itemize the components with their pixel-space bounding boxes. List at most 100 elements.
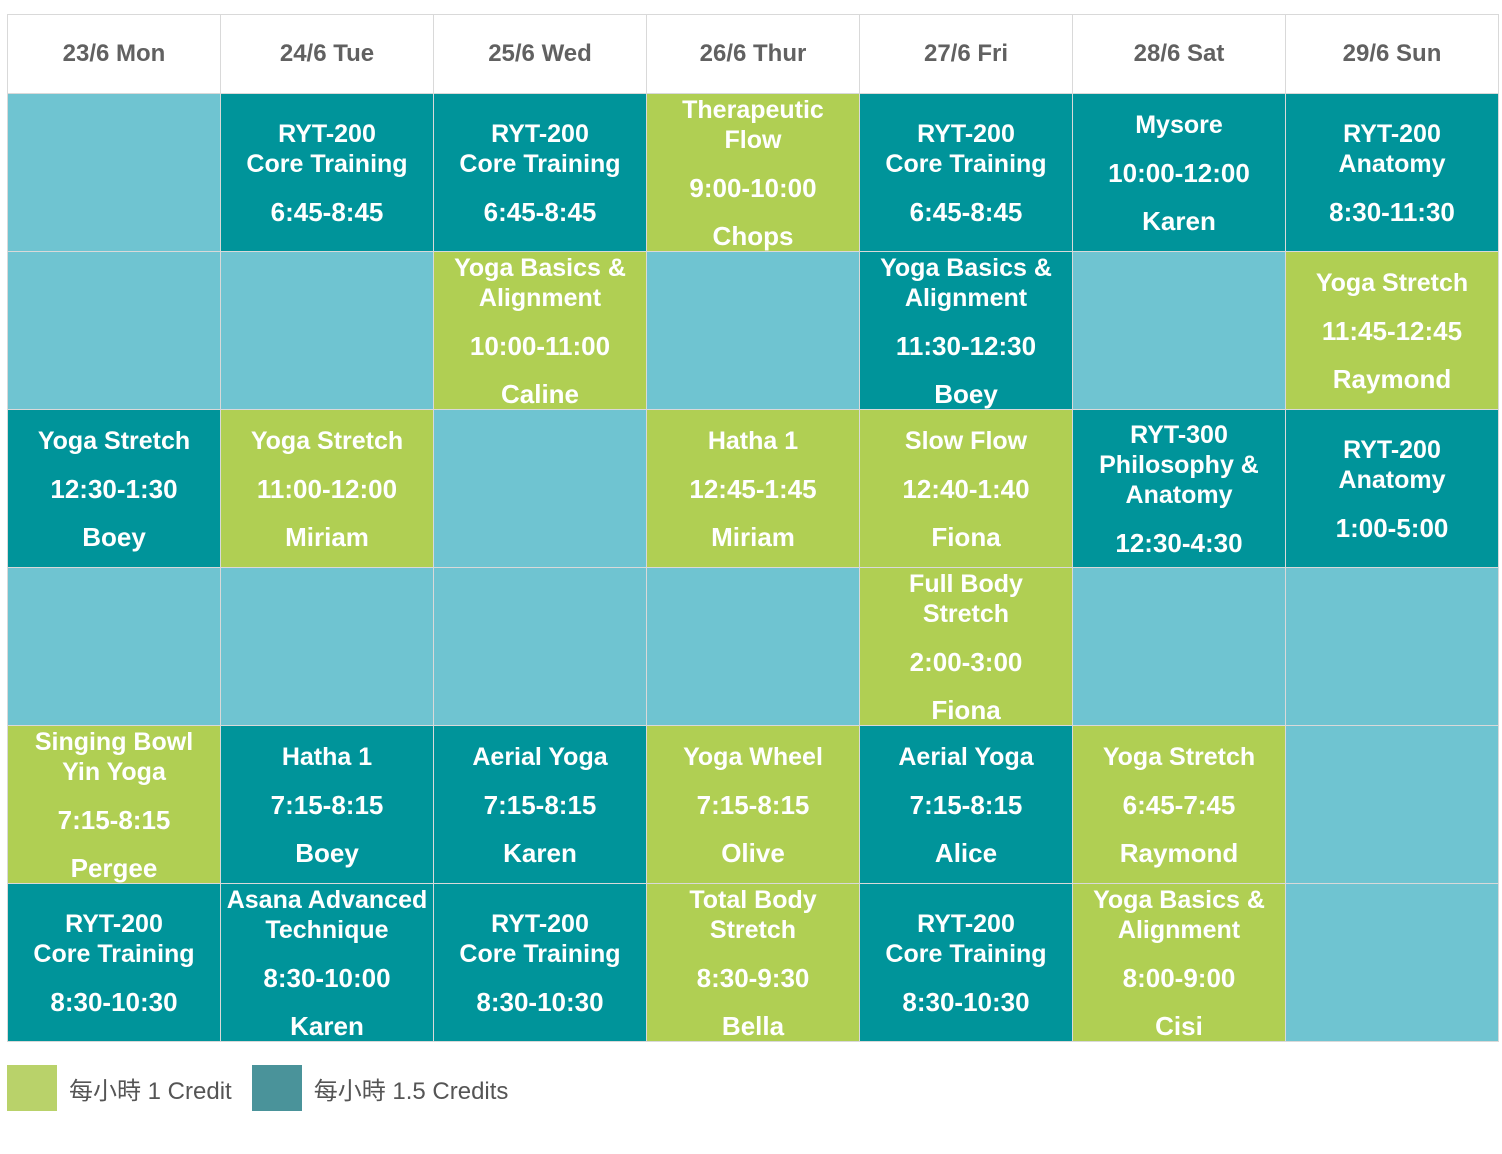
class-time: 7:15-8:15 bbox=[57, 804, 171, 835]
class-time: 6:45-7:45 bbox=[1122, 789, 1236, 820]
class-cell[interactable]: Yoga Stretch 12:30-1:30 Boey bbox=[7, 409, 221, 568]
class-time: 7:15-8:15 bbox=[483, 789, 597, 820]
class-cell[interactable]: Full Body Stretch 2:00-3:00 Fiona bbox=[859, 567, 1073, 726]
class-cell[interactable]: Total Body Stretch 8:30-9:30 Bella bbox=[646, 883, 860, 1042]
class-cell[interactable]: Yoga Stretch 11:45-12:45 Raymond bbox=[1285, 251, 1499, 410]
class-title: RYT-200 Anatomy bbox=[1338, 435, 1446, 494]
class-teacher: Raymond bbox=[1332, 363, 1452, 394]
class-time: 11:45-12:45 bbox=[1321, 315, 1463, 346]
class-teacher: Olive bbox=[721, 837, 785, 868]
class-title: Therapeutic Flow bbox=[682, 95, 824, 154]
class-title: RYT-200 Core Training bbox=[459, 909, 621, 968]
class-time: 8:30-11:30 bbox=[1329, 196, 1455, 227]
class-teacher: Miriam bbox=[285, 521, 369, 552]
class-cell[interactable]: RYT-200 Core Training 6:45-8:45 bbox=[220, 93, 434, 252]
class-title: RYT-200 Anatomy bbox=[1338, 119, 1446, 178]
empty-slot bbox=[1285, 883, 1499, 1042]
empty-slot bbox=[1285, 567, 1499, 726]
class-title: Mysore bbox=[1135, 110, 1223, 139]
class-title: RYT-200 Core Training bbox=[885, 909, 1047, 968]
class-teacher: Raymond bbox=[1119, 837, 1239, 868]
class-time: 8:30-10:00 bbox=[263, 962, 391, 993]
class-time: 11:30-12:30 bbox=[895, 330, 1037, 361]
class-teacher: Boey bbox=[82, 521, 146, 552]
legend-swatch bbox=[7, 1065, 57, 1111]
legend-swatch bbox=[251, 1065, 302, 1111]
class-title: Yoga Basics & Alignment bbox=[1093, 885, 1265, 944]
class-teacher: Boey bbox=[934, 378, 998, 409]
class-teacher: Alice bbox=[934, 837, 998, 868]
class-cell[interactable]: Yoga Basics & Alignment 11:30-12:30 Boey bbox=[859, 251, 1073, 410]
class-title: RYT-200 Core Training bbox=[459, 119, 621, 178]
empty-slot bbox=[1072, 251, 1286, 410]
class-time: 12:45-1:45 bbox=[689, 473, 817, 504]
class-title: Yoga Basics & Alignment bbox=[880, 253, 1052, 312]
legend-item: 每小時 1 Credit bbox=[7, 1065, 232, 1111]
class-title: RYT-200 Core Training bbox=[885, 119, 1047, 178]
class-title: Yoga Stretch bbox=[1102, 742, 1256, 771]
class-time: 7:15-8:15 bbox=[270, 789, 384, 820]
class-cell[interactable]: Slow Flow 12:40-1:40 Fiona bbox=[859, 409, 1073, 568]
time-slot-row: Full Body Stretch 2:00-3:00 Fiona bbox=[7, 567, 1499, 726]
empty-slot bbox=[1072, 567, 1286, 726]
day-header: 25/6 Wed bbox=[433, 14, 647, 94]
day-header: 28/6 Sat bbox=[1072, 14, 1286, 94]
class-cell[interactable]: Aerial Yoga 7:15-8:15 Alice bbox=[859, 725, 1073, 884]
class-teacher: Karen bbox=[1142, 205, 1216, 236]
empty-slot bbox=[7, 93, 221, 252]
class-title: Hatha 1 bbox=[281, 742, 373, 771]
class-cell[interactable]: RYT-200 Anatomy 8:30-11:30 bbox=[1285, 93, 1499, 252]
day-header: 29/6 Sun bbox=[1285, 14, 1499, 94]
class-cell[interactable]: Yoga Stretch 11:00-12:00 Miriam bbox=[220, 409, 434, 568]
class-cell[interactable]: Yoga Wheel 7:15-8:15 Olive bbox=[646, 725, 860, 884]
class-teacher: Boey bbox=[295, 837, 359, 868]
class-teacher: Chops bbox=[712, 220, 794, 251]
class-time: 10:00-11:00 bbox=[469, 330, 611, 361]
class-cell[interactable]: RYT-200 Core Training 8:30-10:30 bbox=[433, 883, 647, 1042]
class-cell[interactable]: Asana Advanced Technique 8:30-10:00 Karen bbox=[220, 883, 434, 1042]
class-title: Slow Flow bbox=[904, 426, 1028, 455]
empty-slot bbox=[433, 409, 647, 568]
class-time: 10:00-12:00 bbox=[1108, 157, 1250, 188]
class-title: Total Body Stretch bbox=[689, 885, 817, 944]
class-cell[interactable]: Therapeutic Flow 9:00-10:00 Chops bbox=[646, 93, 860, 252]
class-time: 6:45-8:45 bbox=[483, 196, 597, 227]
class-cell[interactable]: RYT-200 Core Training 6:45-8:45 bbox=[433, 93, 647, 252]
time-slot-row: Yoga Basics & Alignment 10:00-11:00 Caline… bbox=[7, 251, 1499, 410]
empty-slot bbox=[433, 567, 647, 726]
class-title: Aerial Yoga bbox=[472, 742, 608, 771]
class-cell[interactable]: Singing Bowl Yin Yoga 7:15-8:15 Pergee bbox=[7, 725, 221, 884]
class-cell[interactable]: Yoga Basics & Alignment 8:00-9:00 Cisi bbox=[1072, 883, 1286, 1042]
class-cell[interactable]: RYT-300 Philosophy & Anatomy 12:30-4:30 bbox=[1072, 409, 1286, 568]
class-title: Hatha 1 bbox=[707, 426, 799, 455]
class-cell[interactable]: RYT-200 Anatomy 1:00-5:00 bbox=[1285, 409, 1499, 568]
class-cell[interactable]: Hatha 1 7:15-8:15 Boey bbox=[220, 725, 434, 884]
class-cell[interactable]: Aerial Yoga 7:15-8:15 Karen bbox=[433, 725, 647, 884]
class-title: Yoga Basics & Alignment bbox=[454, 253, 626, 312]
class-cell[interactable]: Mysore 10:00-12:00 Karen bbox=[1072, 93, 1286, 252]
class-teacher: Bella bbox=[721, 1010, 785, 1041]
day-header: 26/6 Thur bbox=[646, 14, 860, 94]
class-time: 1:00-5:00 bbox=[1335, 512, 1449, 543]
class-cell[interactable]: RYT-200 Core Training 8:30-10:30 bbox=[7, 883, 221, 1042]
class-cell[interactable]: Hatha 1 12:45-1:45 Miriam bbox=[646, 409, 860, 568]
class-cell[interactable]: Yoga Basics & Alignment 10:00-11:00 Caline bbox=[433, 251, 647, 410]
class-time: 12:40-1:40 bbox=[902, 473, 1030, 504]
legend-label: 每小時 1.5 Credits bbox=[313, 1077, 509, 1105]
day-header: 23/6 Mon bbox=[7, 14, 221, 94]
empty-slot bbox=[646, 567, 860, 726]
class-title: Asana Advanced Technique bbox=[226, 885, 428, 944]
class-title: Yoga Stretch bbox=[1315, 268, 1469, 297]
class-time: 2:00-3:00 bbox=[909, 646, 1023, 677]
credit-legend: 每小時 1 Credit 每小時 1.5 Credits bbox=[7, 1065, 528, 1111]
class-time: 6:45-8:45 bbox=[270, 196, 384, 227]
time-slot-row: RYT-200 Core Training 8:30-10:30 Asana Adv… bbox=[7, 883, 1499, 1042]
weekly-timetable: 23/6 Mon 24/6 Tue 25/6 Wed 26/6 Thur 27/6 Fr… bbox=[7, 14, 1499, 1042]
empty-slot bbox=[646, 251, 860, 410]
class-cell[interactable]: RYT-200 Core Training 8:30-10:30 bbox=[859, 883, 1073, 1042]
timetable-body: RYT-200 Core Training 6:45-8:45 RYT-200 Co… bbox=[7, 93, 1499, 1042]
class-cell[interactable]: Yoga Stretch 6:45-7:45 Raymond bbox=[1072, 725, 1286, 884]
class-cell[interactable]: RYT-200 Core Training 6:45-8:45 bbox=[859, 93, 1073, 252]
class-title: RYT-200 Core Training bbox=[33, 909, 195, 968]
timetable-header-row: 23/6 Mon 24/6 Tue 25/6 Wed 26/6 Thur 27/6 Fr… bbox=[7, 14, 1499, 94]
